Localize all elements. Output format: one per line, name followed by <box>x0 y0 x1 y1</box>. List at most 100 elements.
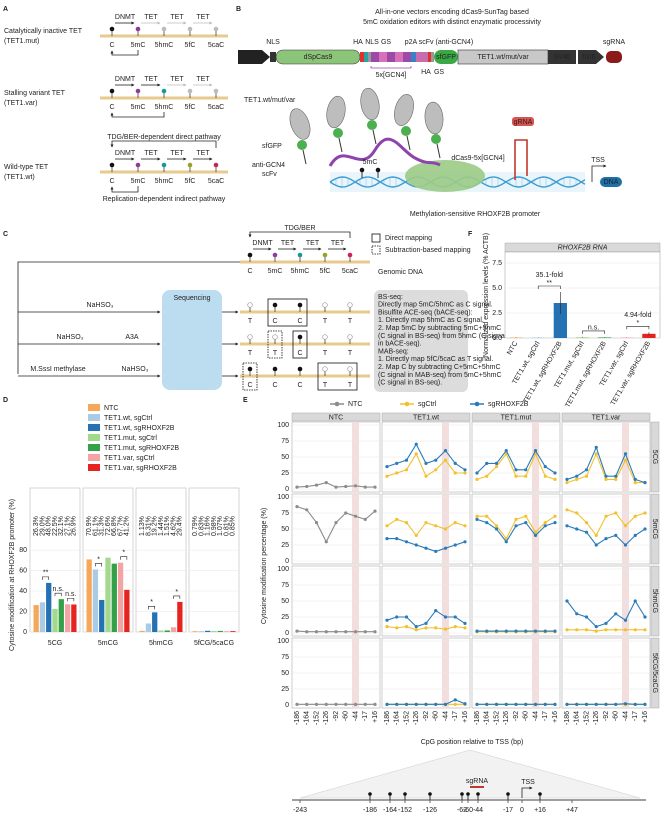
read-letter: C <box>247 382 252 389</box>
tdg-arrow <box>248 231 351 238</box>
strip <box>650 637 660 709</box>
base-label: 5fC <box>185 104 196 111</box>
data-point <box>584 615 589 619</box>
base-label: C <box>247 268 252 275</box>
x-tick-label: +16 <box>552 711 559 723</box>
legend-dot <box>334 401 340 407</box>
data-point <box>373 630 377 634</box>
return-arrow <box>110 50 139 56</box>
value-label: 19.2% <box>152 516 159 536</box>
y-tick-label: 0 <box>285 558 289 565</box>
construct-tag: sgRNA <box>603 39 626 46</box>
suntag-chain <box>328 137 441 167</box>
data-point <box>553 514 557 518</box>
y-tick-label: 25 <box>281 470 289 477</box>
data-point <box>594 445 598 449</box>
dna-box <box>600 177 622 187</box>
read-letter: C <box>297 350 302 357</box>
enzyme-label: TET <box>196 150 210 157</box>
data-point <box>543 465 547 469</box>
data-point <box>443 702 448 706</box>
data-point <box>533 449 538 453</box>
significance-label: n.s. <box>588 325 599 332</box>
data-point <box>575 474 579 478</box>
value-label: 27.1% <box>64 516 71 536</box>
enzyme-label: DNMT <box>252 240 273 247</box>
data-point <box>424 461 428 465</box>
data-point <box>463 468 467 472</box>
data-point <box>324 630 328 634</box>
value-label: 0.98% <box>211 516 218 536</box>
x-tick-label: -126 <box>593 711 600 725</box>
construct-segment <box>431 52 434 62</box>
base-label: C <box>109 42 114 49</box>
note-line: 2. Map C by subtracting C+5mC+5hmC <box>378 364 501 371</box>
data-point <box>404 458 409 462</box>
data-point <box>353 514 358 518</box>
construct-label: TET1.wt/mut/var <box>477 54 529 61</box>
base-label: 5hmC <box>291 268 310 275</box>
y-axis-label: Cytosine modification at RHOXF2B promote… <box>9 499 16 651</box>
significance-label: 4.94-fold <box>624 312 651 319</box>
tss-arrow <box>521 786 533 798</box>
scfv-link <box>302 149 307 165</box>
data-point <box>475 477 479 481</box>
bar <box>152 612 158 632</box>
enzyme-label: TET <box>144 150 158 157</box>
data-point <box>643 615 647 619</box>
x-tick-label: -186 <box>384 711 391 725</box>
data-point <box>373 702 377 706</box>
data-point <box>424 521 428 525</box>
value-label: 67.7% <box>117 516 124 536</box>
sgrna-bar <box>470 786 484 788</box>
read-letter: T <box>323 318 328 325</box>
bar <box>124 589 130 632</box>
sgrna-box <box>606 51 622 63</box>
flow-line <box>17 261 240 374</box>
construct-segment <box>379 52 387 62</box>
subtitle: 5mC oxidation editors with distinct enzy… <box>363 19 541 26</box>
enzyme-label: DNMT <box>115 76 136 83</box>
tet-enzyme <box>424 101 444 135</box>
bar <box>33 605 39 632</box>
data-point <box>565 508 569 512</box>
panel-label: B <box>236 6 241 13</box>
modification-dot <box>247 334 253 340</box>
enzyme-label: DNMT <box>115 14 136 21</box>
data-point <box>533 629 538 633</box>
value-label: 61.1% <box>92 516 99 536</box>
base-label: 5mC <box>131 104 146 111</box>
base-label: 5mC <box>268 268 283 275</box>
y-tick-label: 50 <box>281 454 289 461</box>
data-point <box>314 521 319 525</box>
x-tick-label: -17 <box>542 711 549 721</box>
treatment-label: A3A <box>125 334 139 341</box>
map-label: -243 <box>293 807 307 814</box>
data-point <box>344 702 348 706</box>
map-label: -152 <box>398 807 412 814</box>
data-point <box>575 702 579 706</box>
base-label: C <box>109 104 114 111</box>
modification-dot <box>135 162 141 168</box>
significance-label: 35.1-fold <box>536 272 563 279</box>
data-point <box>633 481 637 485</box>
data-point <box>485 474 489 478</box>
strip <box>650 421 660 493</box>
data-point <box>363 630 367 634</box>
scfv-link <box>406 135 411 151</box>
data-point <box>353 484 358 488</box>
construct-segment <box>416 52 428 62</box>
construct-segment <box>411 52 416 62</box>
data-point <box>643 511 647 515</box>
y-tick-label: 0 <box>285 702 289 709</box>
data-point <box>643 702 647 706</box>
data-point <box>604 702 608 706</box>
data-point <box>553 629 557 633</box>
legend-label: Direct mapping <box>385 235 432 242</box>
x-tick-label: +16 <box>642 711 649 723</box>
mapping-box <box>292 330 308 359</box>
construct-tag: GS <box>381 39 391 46</box>
data-point <box>504 449 508 453</box>
